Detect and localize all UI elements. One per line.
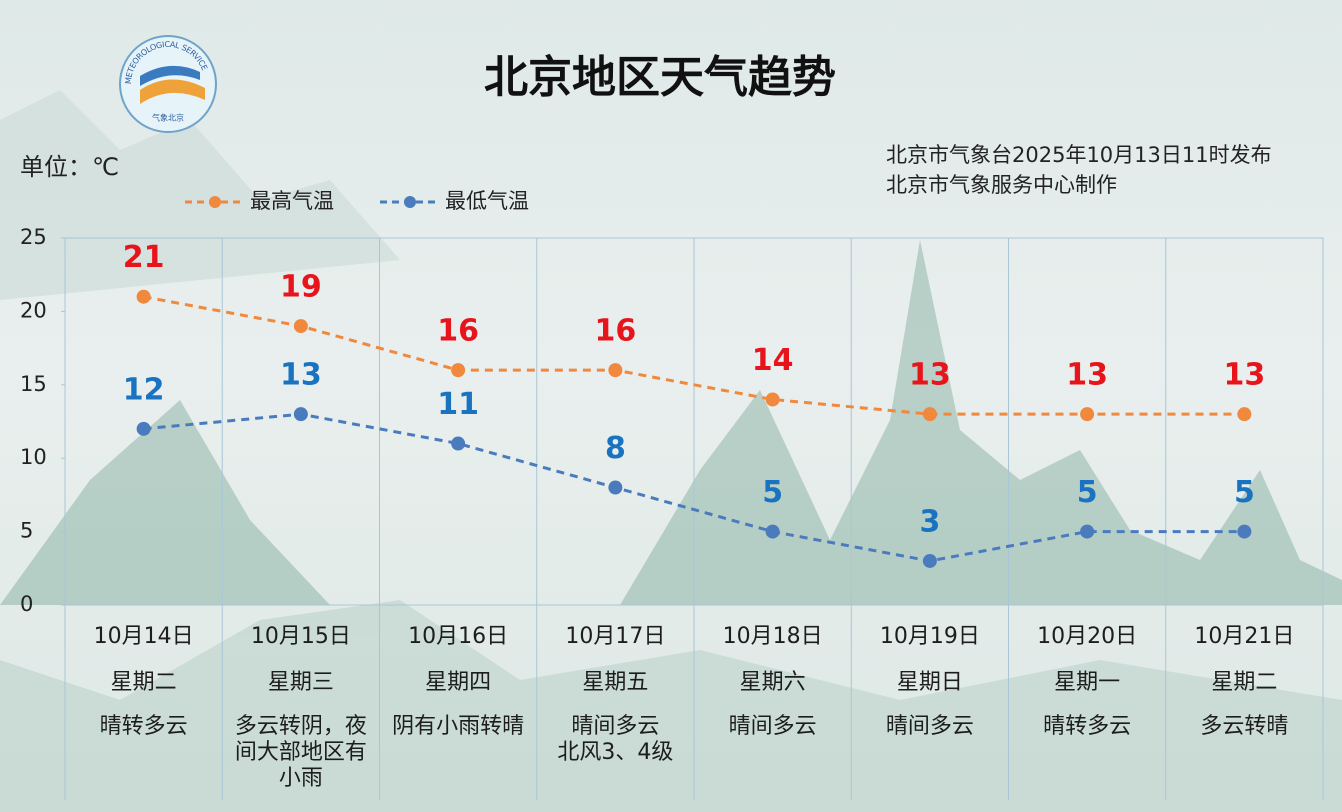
legend-label: 最低气温 xyxy=(445,189,529,213)
y-tick-label: 5 xyxy=(20,519,33,543)
data-label: 14 xyxy=(752,343,794,378)
point xyxy=(765,524,780,539)
weekday: 星期五 xyxy=(582,670,648,695)
point xyxy=(922,553,937,568)
y-tick-label: 0 xyxy=(20,592,33,616)
data-label: 21 xyxy=(123,240,165,275)
weekday: 星期二 xyxy=(111,670,177,695)
weekday: 星期三 xyxy=(268,670,334,695)
y-tick-label: 10 xyxy=(20,445,47,469)
point xyxy=(1237,524,1252,539)
legend-label: 最高气温 xyxy=(250,189,334,213)
point xyxy=(1237,407,1252,422)
chart-title: 北京地区天气趋势 xyxy=(484,52,836,103)
data-label: 13 xyxy=(1066,358,1108,393)
weekday: 星期日 xyxy=(897,670,963,695)
data-label: 5 xyxy=(1234,475,1255,510)
data-label: 8 xyxy=(605,431,626,466)
data-label: 13 xyxy=(1224,358,1266,393)
point xyxy=(922,407,937,422)
point xyxy=(608,363,623,378)
point xyxy=(451,436,466,451)
x-tick-label: 10月21日 xyxy=(1194,624,1294,649)
background-mountains xyxy=(0,90,1342,812)
weather: 晴间多云 北风3、4级 xyxy=(557,714,674,765)
weather: 多云转晴 xyxy=(1200,714,1289,739)
point xyxy=(1080,524,1095,539)
issuer: 北京市气象台2025年10月13日11时发布 xyxy=(886,143,1272,167)
x-tick-label: 10月15日 xyxy=(251,624,351,649)
point xyxy=(293,407,308,422)
weather: 多云转阴，夜间大部地区有小雨 xyxy=(234,714,367,791)
point xyxy=(293,319,308,334)
weather: 晴转多云 xyxy=(99,714,188,739)
data-label: 3 xyxy=(919,504,940,539)
data-label: 16 xyxy=(595,314,637,349)
data-label: 12 xyxy=(123,372,165,407)
weekday: 星期一 xyxy=(1054,670,1120,695)
data-label: 19 xyxy=(280,270,322,305)
y-tick-label: 25 xyxy=(20,225,47,249)
y-tick-label: 15 xyxy=(20,372,47,396)
weather: 阴有小雨转晴 xyxy=(392,714,525,739)
data-label: 13 xyxy=(280,358,322,393)
point xyxy=(136,289,151,304)
logo-text: 气象北京 xyxy=(152,113,184,123)
point xyxy=(451,363,466,378)
weather: 晴间多云 xyxy=(885,714,974,739)
issuer: 北京市气象服务中心制作 xyxy=(886,173,1117,197)
weekday: 星期四 xyxy=(425,670,491,695)
x-tick-label: 10月20日 xyxy=(1037,624,1137,649)
x-tick-label: 10月18日 xyxy=(723,624,823,649)
weather: 晴转多云 xyxy=(1043,714,1132,739)
y-tick-label: 20 xyxy=(20,298,47,322)
x-tick-label: 10月14日 xyxy=(94,624,194,649)
legend-marker xyxy=(404,196,416,208)
legend-marker xyxy=(209,196,221,208)
unit-label: 单位：℃ xyxy=(20,153,119,181)
data-label: 13 xyxy=(909,358,951,393)
series-line xyxy=(143,295,1245,416)
data-label: 16 xyxy=(437,314,479,349)
point xyxy=(608,480,623,495)
data-label: 5 xyxy=(1077,475,1098,510)
logo: METEOROLOGICAL SERVICE 气象北京 xyxy=(119,35,217,133)
point xyxy=(1080,407,1095,422)
weather: 晴间多云 xyxy=(728,714,817,739)
data-label: 5 xyxy=(762,475,783,510)
data-label: 11 xyxy=(437,387,479,422)
x-tick-label: 10月19日 xyxy=(880,624,980,649)
weekday: 星期二 xyxy=(1211,670,1277,695)
weekday: 星期六 xyxy=(740,670,806,695)
point xyxy=(136,421,151,436)
x-tick-label: 10月17日 xyxy=(565,624,665,649)
x-tick-label: 10月16日 xyxy=(408,624,508,649)
point xyxy=(765,392,780,407)
series-line xyxy=(143,412,1245,563)
